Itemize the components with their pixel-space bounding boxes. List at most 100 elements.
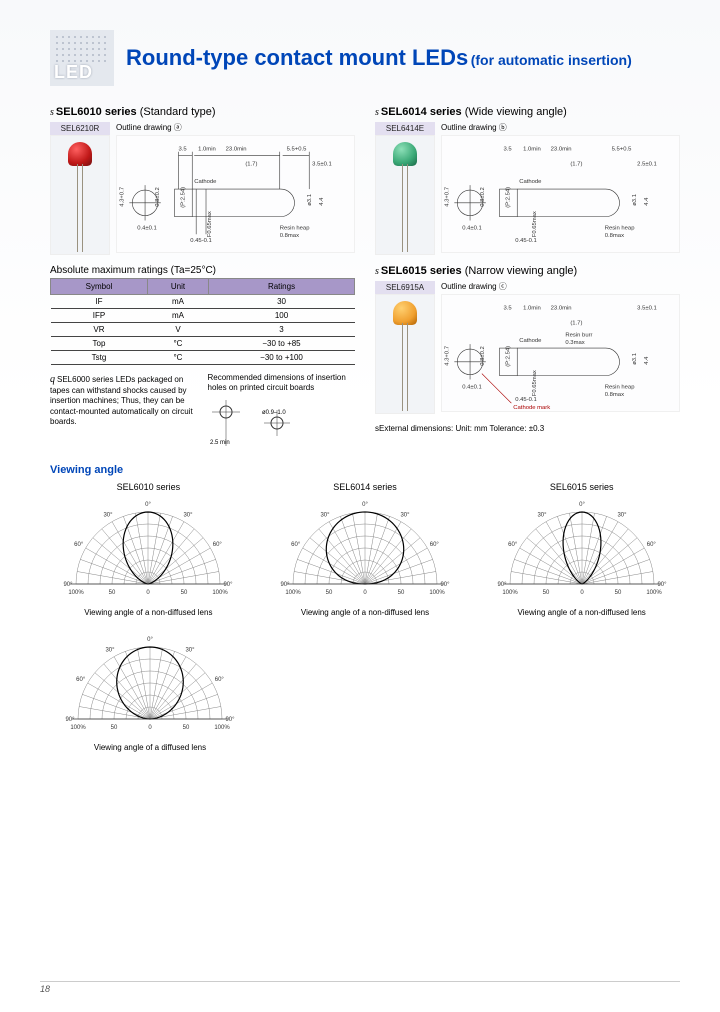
svg-text:30°: 30° — [104, 512, 114, 518]
svg-text:100%: 100% — [285, 590, 301, 596]
svg-text:Resin heap: Resin heap — [605, 225, 635, 231]
svg-text:3.5: 3.5 — [503, 147, 512, 153]
polar-chart: SEL6015 series90°60°30°0°30°60°90°100%50… — [483, 482, 680, 617]
svg-text:50: 50 — [326, 590, 333, 596]
svg-text:60°: 60° — [430, 542, 440, 548]
svg-text:0: 0 — [148, 725, 152, 731]
svg-text:90°: 90° — [65, 717, 75, 723]
outline-drawing-a: 3.5 1.0min 23.0min 5.5+0.5 (1.7) 3.5±0.1… — [116, 135, 355, 253]
svg-text:(1.7): (1.7) — [570, 320, 582, 326]
svg-text:0.4±0.1: 0.4±0.1 — [462, 225, 482, 231]
svg-text:2.5 min: 2.5 min — [210, 440, 230, 446]
svg-text:60°: 60° — [646, 542, 656, 548]
svg-text:90°: 90° — [497, 582, 507, 588]
photo-6014: SEL6414E — [375, 122, 435, 255]
ratings-col-symbol: Symbol — [51, 279, 148, 295]
svg-text:0°: 0° — [362, 502, 368, 508]
ratings-title: Absolute maximum ratings (Ta=25°C) — [50, 265, 355, 276]
svg-text:0.8max: 0.8max — [280, 233, 299, 239]
svg-text:F0.65max: F0.65max — [207, 211, 213, 237]
svg-text:90°: 90° — [280, 582, 290, 588]
polar-chart: SEL6010 series90°60°30°0°30°60°90°100%50… — [50, 482, 247, 617]
svg-text:(P:2.54): (P:2.54) — [180, 187, 186, 208]
svg-text:0°: 0° — [579, 502, 585, 508]
svg-text:50: 50 — [109, 590, 116, 596]
svg-text:1.0min: 1.0min — [523, 306, 541, 312]
svg-text:90°: 90° — [440, 582, 450, 588]
external-dimensions-note: sExternal dimensions: Unit: mm Tolerance… — [375, 424, 680, 433]
model-label-6014: SEL6414E — [375, 122, 435, 135]
note-packaging: qSEL6000 series LEDs packaged on tapes c… — [50, 373, 198, 446]
drawing-label-b: Outline drawing ⓑ — [441, 122, 680, 133]
polar-row-1: SEL6010 series90°60°30°0°30°60°90°100%50… — [50, 482, 680, 617]
svg-text:60°: 60° — [508, 542, 518, 548]
svg-text:50: 50 — [181, 590, 188, 596]
drawing-label-c: Outline drawing ⓒ — [441, 281, 680, 292]
svg-text:100%: 100% — [70, 725, 86, 731]
svg-text:F0.65max: F0.65max — [532, 211, 538, 237]
svg-text:0.3max: 0.3max — [565, 340, 584, 346]
left-column: sSEL6010 series (Standard type) SEL6210R… — [50, 106, 355, 446]
svg-text:50: 50 — [111, 725, 118, 731]
svg-text:0.4±0.1: 0.4±0.1 — [137, 225, 157, 231]
page-number: 18 — [40, 984, 50, 994]
page-header: LED Round-type contact mount LEDs (for a… — [50, 30, 680, 86]
svg-text:4.4: 4.4 — [644, 197, 650, 206]
photo-6010: SEL6210R — [50, 122, 110, 255]
svg-text:60°: 60° — [215, 677, 225, 683]
model-label-6010: SEL6210R — [50, 122, 110, 135]
svg-text:0: 0 — [147, 590, 151, 596]
svg-text:100%: 100% — [214, 725, 230, 731]
svg-text:30°: 30° — [537, 512, 547, 518]
svg-text:0.45-0.1: 0.45-0.1 — [515, 238, 537, 244]
svg-text:23.0min: 23.0min — [551, 147, 572, 153]
svg-text:F0.65max: F0.65max — [532, 370, 538, 396]
svg-text:0.8max: 0.8max — [605, 233, 624, 239]
svg-text:0°: 0° — [145, 502, 151, 508]
svg-text:Cathode: Cathode — [519, 179, 541, 185]
svg-text:100%: 100% — [69, 590, 85, 596]
svg-text:(P:2.54): (P:2.54) — [505, 187, 511, 208]
table-row: Top°C−30 to +85 — [51, 337, 355, 351]
ratings-table: Symbol Unit Ratings IFmA30IFPmA100VRV3To… — [50, 278, 355, 365]
svg-text:Resin heap: Resin heap — [605, 384, 635, 390]
series-6015-title: sSEL6015 series (Narrow viewing angle) — [375, 265, 680, 277]
svg-text:5.5+0.5: 5.5+0.5 — [287, 147, 307, 153]
svg-text:3.5: 3.5 — [178, 147, 187, 153]
svg-text:4.3+0.7: 4.3+0.7 — [444, 187, 450, 207]
svg-text:3.5: 3.5 — [503, 306, 512, 312]
svg-text:23.0min: 23.0min — [551, 306, 572, 312]
svg-text:0.8±0.2: 0.8±0.2 — [480, 187, 486, 207]
svg-text:50: 50 — [398, 590, 405, 596]
svg-text:60°: 60° — [213, 542, 223, 548]
viewing-angle-title: Viewing angle — [50, 464, 680, 476]
model-label-6015: SEL6915A — [375, 281, 435, 294]
svg-text:Resin heap: Resin heap — [280, 225, 310, 231]
svg-text:100%: 100% — [502, 590, 518, 596]
svg-text:23.0min: 23.0min — [226, 147, 247, 153]
svg-text:1.0min: 1.0min — [198, 147, 216, 153]
svg-text:(1.7): (1.7) — [570, 161, 582, 167]
svg-text:ø0.9–1.0: ø0.9–1.0 — [262, 410, 286, 416]
svg-text:5.5+0.5: 5.5+0.5 — [612, 147, 632, 153]
ratings-col-ratings: Ratings — [209, 279, 355, 295]
svg-text:90°: 90° — [657, 582, 667, 588]
svg-text:60°: 60° — [76, 677, 86, 683]
svg-text:90°: 90° — [224, 582, 234, 588]
svg-text:4.3+0.7: 4.3+0.7 — [119, 187, 125, 207]
svg-text:Resin burr: Resin burr — [565, 332, 592, 338]
photo-6015: SEL6915A — [375, 281, 435, 414]
drawing-label-a: Outline drawing ⓐ — [116, 122, 355, 133]
svg-text:60°: 60° — [75, 542, 85, 548]
svg-text:Cathode: Cathode — [194, 179, 216, 185]
page-subtitle: (for automatic insertion) — [471, 52, 632, 68]
svg-text:0.8±0.2: 0.8±0.2 — [155, 187, 161, 207]
svg-text:ø3.1: ø3.1 — [632, 194, 638, 206]
svg-text:100%: 100% — [646, 590, 662, 596]
right-column: sSEL6014 series (Wide viewing angle) SEL… — [375, 106, 680, 446]
svg-text:1.0min: 1.0min — [523, 147, 541, 153]
page-title: Round-type contact mount LEDs — [126, 45, 468, 70]
svg-text:50: 50 — [542, 590, 549, 596]
table-row: VRV3 — [51, 323, 355, 337]
svg-text:Cathode: Cathode — [519, 338, 541, 344]
